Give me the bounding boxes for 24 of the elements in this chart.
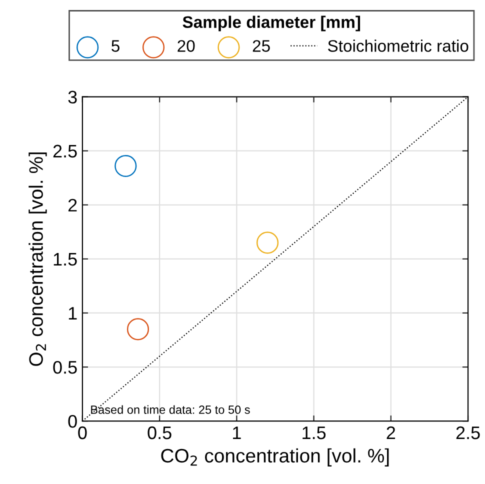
y-tick-label: 2 (68, 198, 77, 212)
legend-label: 20 (178, 40, 195, 52)
point (256, 232, 279, 254)
x-axis-title: CO$_{2}$ concentration [vol. %] (161, 448, 389, 466)
y-tick-label: 3 (68, 90, 77, 104)
y-tick-label: 1 (68, 307, 77, 320)
y-tick-label: 1.5 (54, 253, 77, 266)
x-tick-label: 2.5 (456, 426, 480, 440)
x-tick-label: 2 (386, 426, 396, 440)
legend-label: 25 (252, 40, 270, 52)
legend-label: 5 (112, 40, 120, 52)
y-tick-label: 0 (68, 415, 77, 428)
y-axis-title: O$_{2}$ concentration [vol. %] (28, 152, 47, 366)
annotation: Based on time data: 25 to 50 s (91, 405, 250, 414)
x-tick-label: 1.5 (302, 426, 326, 440)
legend-label: Stoichiometric ratio (328, 40, 468, 52)
legend-title: Sample diameter [mm] (182, 16, 360, 32)
point (114, 154, 137, 178)
x-tick-label: 0.5 (148, 426, 172, 440)
y-tick-label: 2.5 (53, 144, 77, 158)
y-tick-label: 0.5 (53, 360, 77, 374)
point (126, 318, 150, 340)
x-tick-label: 1 (233, 426, 241, 440)
x-tick-label: 0 (78, 426, 87, 440)
